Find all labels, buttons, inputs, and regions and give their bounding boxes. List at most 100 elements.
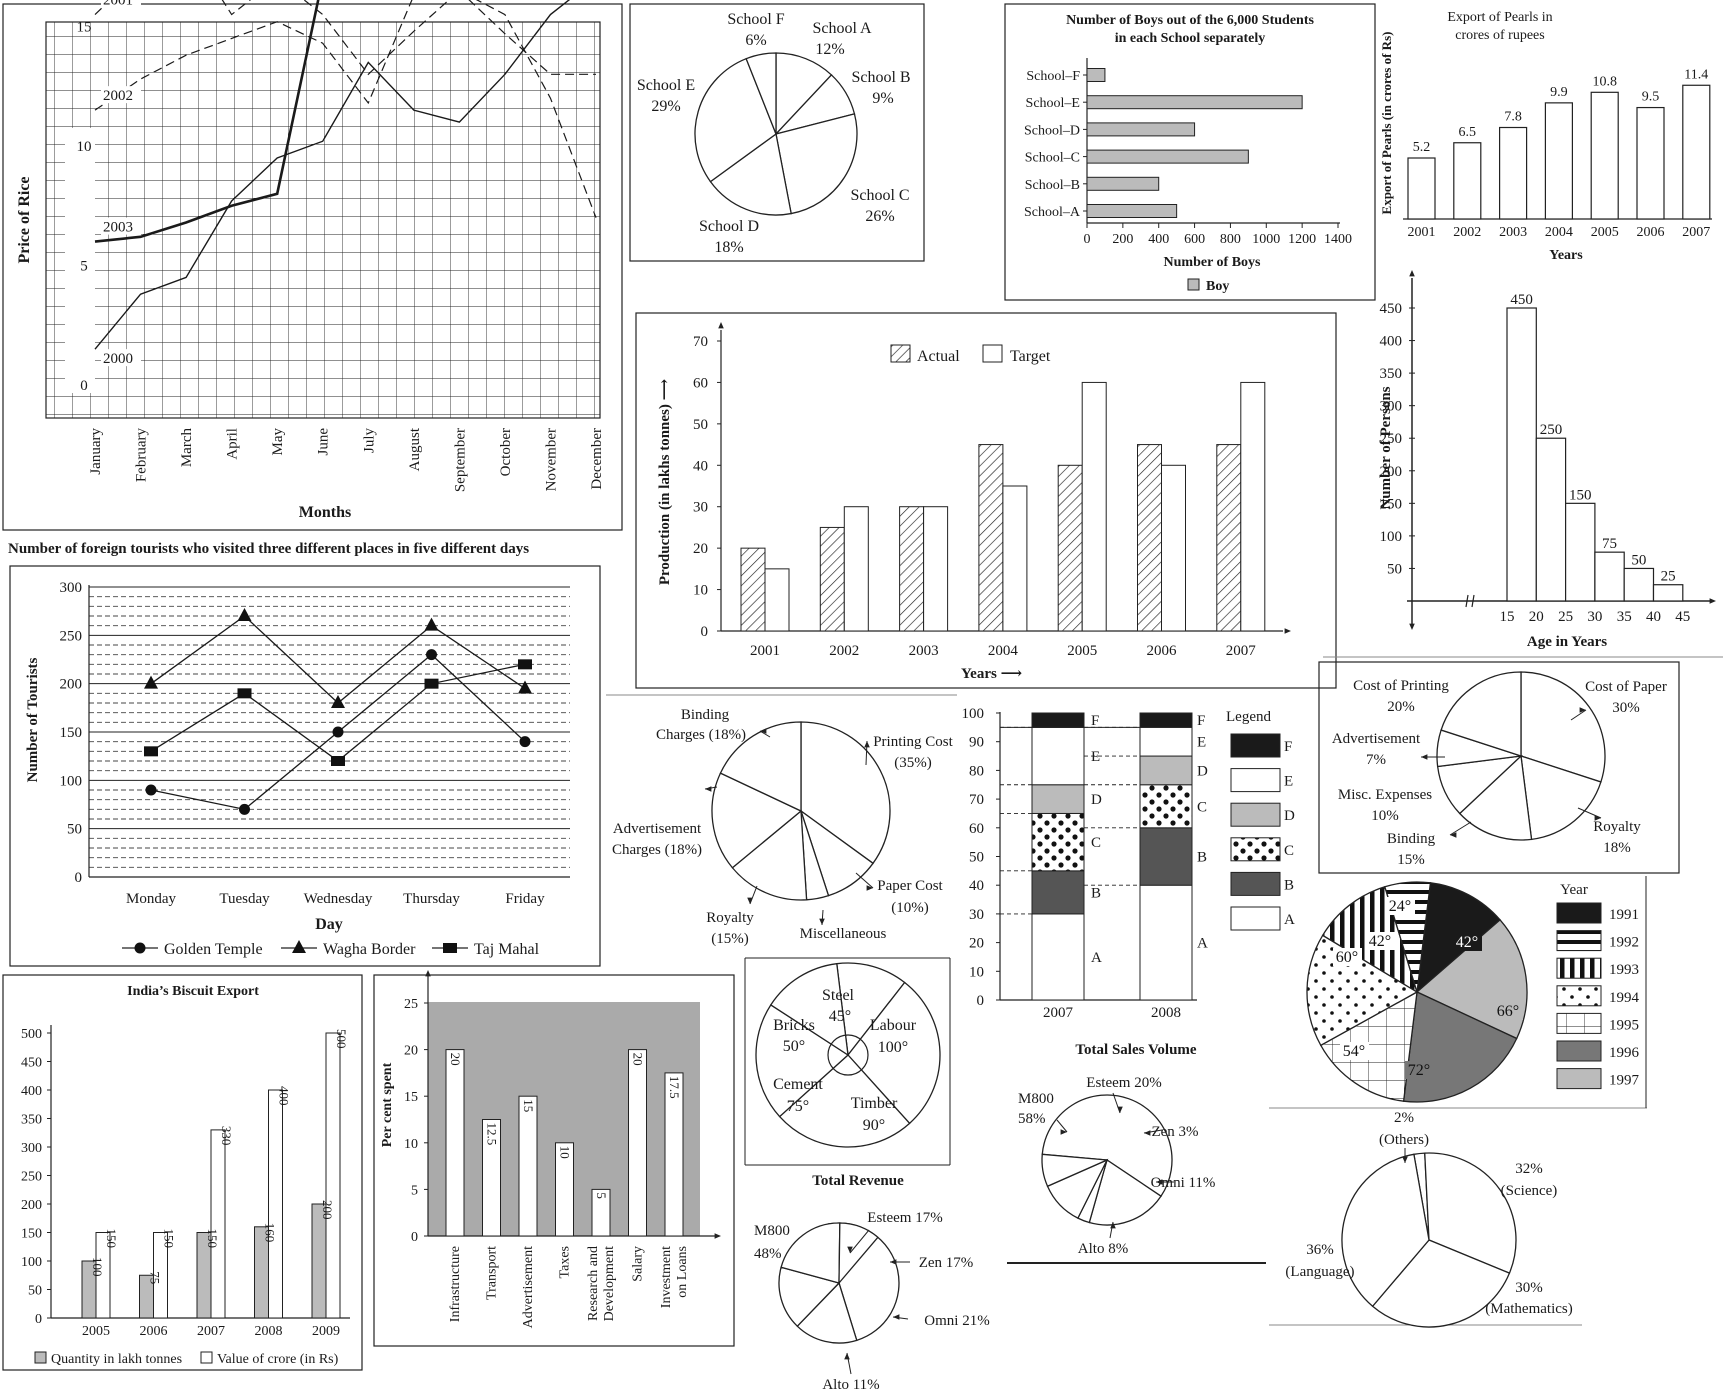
bar xyxy=(1086,68,1106,82)
x-tick-label: 2006 xyxy=(1147,643,1178,659)
stack-segment xyxy=(1031,784,1085,814)
legend-swatch xyxy=(200,1351,213,1364)
bar-target xyxy=(1081,381,1107,632)
marker-triangle xyxy=(237,608,252,621)
legend-label: Boy xyxy=(1206,279,1229,294)
marker-square xyxy=(144,746,158,757)
label-leader-head xyxy=(866,885,873,891)
x-tick-label: Thursday xyxy=(403,891,460,907)
legend-label: Actual xyxy=(917,348,960,365)
y-tick-label: 0 xyxy=(75,870,83,886)
label-leader-head xyxy=(1402,1156,1408,1163)
data-label: 6.5 xyxy=(1459,125,1477,140)
bar-actual xyxy=(1216,444,1242,632)
x-tick-label: 200 xyxy=(1112,232,1133,247)
bar-target xyxy=(1240,381,1266,632)
x-axis-label: Day xyxy=(315,916,343,933)
segment-label: E xyxy=(1197,735,1206,751)
x-axis-arrow xyxy=(714,1233,721,1239)
panel-frame xyxy=(1004,3,1376,301)
slice-label: Zen 3% xyxy=(1151,1124,1198,1140)
slice-label: 36% xyxy=(1306,1242,1334,1258)
marker-circle xyxy=(332,726,344,738)
panel-frame xyxy=(629,3,925,262)
y-tick-label: 0 xyxy=(701,624,709,640)
y-axis-label: Price of Rice xyxy=(16,176,33,263)
x-tick-label: Transport xyxy=(485,1246,500,1300)
stack-segment xyxy=(1139,712,1193,728)
slice-value-label: 60° xyxy=(1336,949,1358,966)
y-axis-label: Number of Persons xyxy=(1378,386,1394,509)
slice-value-label: 90° xyxy=(863,1117,885,1134)
y-tick-label: 100 xyxy=(60,773,83,789)
slice-label: 7% xyxy=(1366,752,1386,768)
label-leader xyxy=(1056,1119,1068,1133)
marker-triangle xyxy=(518,680,532,694)
data-label: 500 xyxy=(334,1029,349,1049)
y-tick-label: 500 xyxy=(21,1027,42,1042)
segment-label: D xyxy=(1091,792,1102,808)
y-tick-label: 50 xyxy=(1387,561,1402,577)
series-line-2003 xyxy=(94,0,320,243)
slice-value-label: 18% xyxy=(714,239,743,256)
x-tick-label: 2008 xyxy=(1151,1005,1181,1021)
slice-label: (10%) xyxy=(891,900,929,916)
y-tick-label: 200 xyxy=(21,1198,42,1213)
marker-square xyxy=(518,659,532,670)
x-axis-label: Years ⟶ xyxy=(961,666,1022,682)
slice-label: Charges (18%) xyxy=(656,727,746,743)
x-tick-label: 1000 xyxy=(1252,232,1280,247)
x-tick-label: 2007 xyxy=(1043,1005,1074,1021)
slice-name-label: Steel xyxy=(822,987,855,1004)
y-tick-label: 50 xyxy=(693,417,708,433)
series-label-backing xyxy=(101,0,141,8)
slice-label: 58% xyxy=(1018,1111,1046,1127)
slice-label: Royalty xyxy=(1593,819,1641,835)
histogram-bar xyxy=(1564,502,1596,602)
slice-label: 30% xyxy=(1612,700,1640,716)
y-tick-label: 300 xyxy=(60,580,83,596)
pie-slice xyxy=(731,809,808,901)
chart-total-revenue-pie: Total Revenue M800 48% Esteem 17% Zen 17% Omn… xyxy=(754,1173,990,1393)
stack-segment xyxy=(1031,812,1085,872)
x-tick-label: Salary xyxy=(631,1246,646,1282)
data-label: 100 xyxy=(90,1257,105,1277)
legend-swatch xyxy=(1230,837,1281,862)
y-tick-label: 10 xyxy=(404,1137,418,1152)
x-tick-label: 2004 xyxy=(1545,225,1573,240)
legend-swatch xyxy=(34,1351,47,1364)
data-label: 400 xyxy=(277,1086,292,1106)
marker-circle xyxy=(519,736,531,748)
y-tick-label: 250 xyxy=(21,1170,42,1185)
panel-frame xyxy=(9,565,601,967)
y-tick-label: 10 xyxy=(693,583,708,599)
y-tick-label: 15 xyxy=(77,20,92,36)
x-tick-label: 2001 xyxy=(750,643,780,659)
slice-label: Binding xyxy=(681,707,730,723)
bar-target xyxy=(764,568,790,632)
stack-segment xyxy=(1139,784,1193,829)
marker-circle xyxy=(426,649,437,661)
label-backing xyxy=(1333,948,1362,966)
series-label: 2001 xyxy=(103,0,133,9)
x-tick-label: Monday xyxy=(126,891,176,907)
series-line-2002 xyxy=(94,0,596,111)
legend-swatch xyxy=(1556,1068,1602,1090)
y-tick-label: 400 xyxy=(1380,334,1403,350)
legend-label: C xyxy=(1284,843,1294,859)
x-tick-label: 2003 xyxy=(1499,225,1527,240)
axis-break xyxy=(1471,594,1475,608)
data-label: 150 xyxy=(1569,487,1592,503)
x-tick-label: Research and xyxy=(586,1246,601,1321)
pie-slice xyxy=(1440,671,1522,757)
x-tick-label: Infrastructure xyxy=(448,1246,463,1322)
y-tick-label: 80 xyxy=(969,763,984,779)
y-tick-label: 250 xyxy=(1380,431,1403,447)
pie-slice xyxy=(709,132,792,216)
bar-value xyxy=(95,1232,111,1319)
label-backing xyxy=(1453,933,1482,951)
data-label: 9.5 xyxy=(1642,90,1660,105)
data-label: 9.9 xyxy=(1550,85,1568,100)
bar xyxy=(555,1142,574,1237)
x-tick-label: Friday xyxy=(505,891,545,907)
